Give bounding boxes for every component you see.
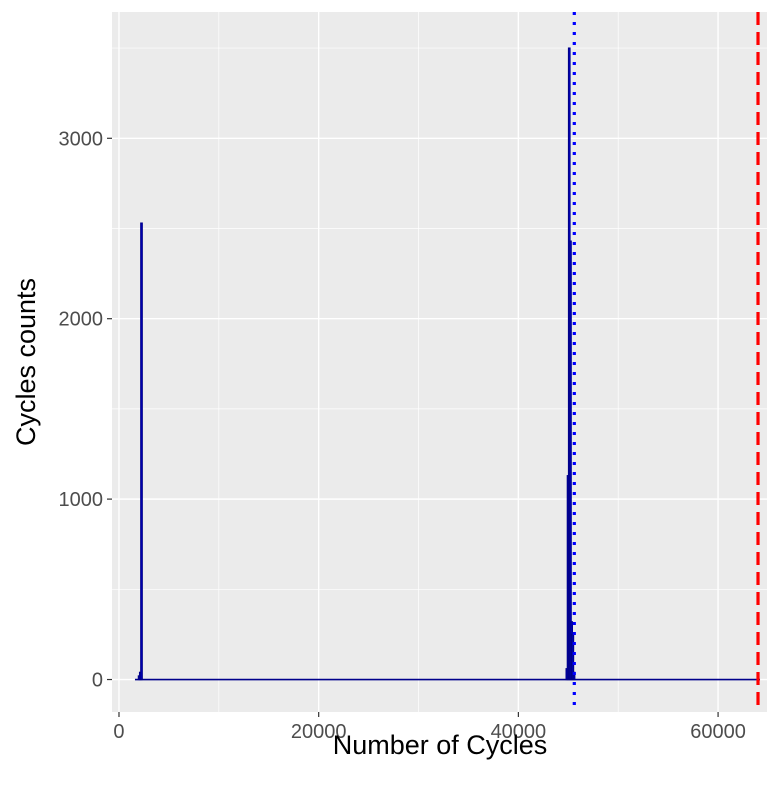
- y-axis-title: Cycles counts: [11, 278, 41, 446]
- x-tick-label: 20000: [291, 721, 347, 743]
- histogram-bar: [569, 240, 572, 681]
- y-tick-label: 3000: [59, 128, 104, 150]
- plot-panel: [112, 12, 767, 712]
- y-tick-label: 2000: [59, 309, 104, 331]
- histogram-bars: [137, 47, 576, 681]
- x-tick-label: 60000: [690, 721, 746, 743]
- x-tick-label: 0: [113, 721, 124, 743]
- y-axis-ticks: 0 1000 2000 3000: [59, 128, 112, 692]
- reference-lines: [572, 12, 760, 712]
- x-axis-title: Number of Cycles: [333, 730, 548, 760]
- grid-minor: [112, 12, 767, 712]
- y-tick-label: 0: [92, 670, 103, 692]
- x-axis-ticks: 0 20000 40000 60000: [113, 712, 746, 743]
- histogram-bar: [140, 222, 143, 681]
- x-tick-label: 40000: [491, 721, 547, 743]
- y-tick-label: 1000: [59, 489, 104, 511]
